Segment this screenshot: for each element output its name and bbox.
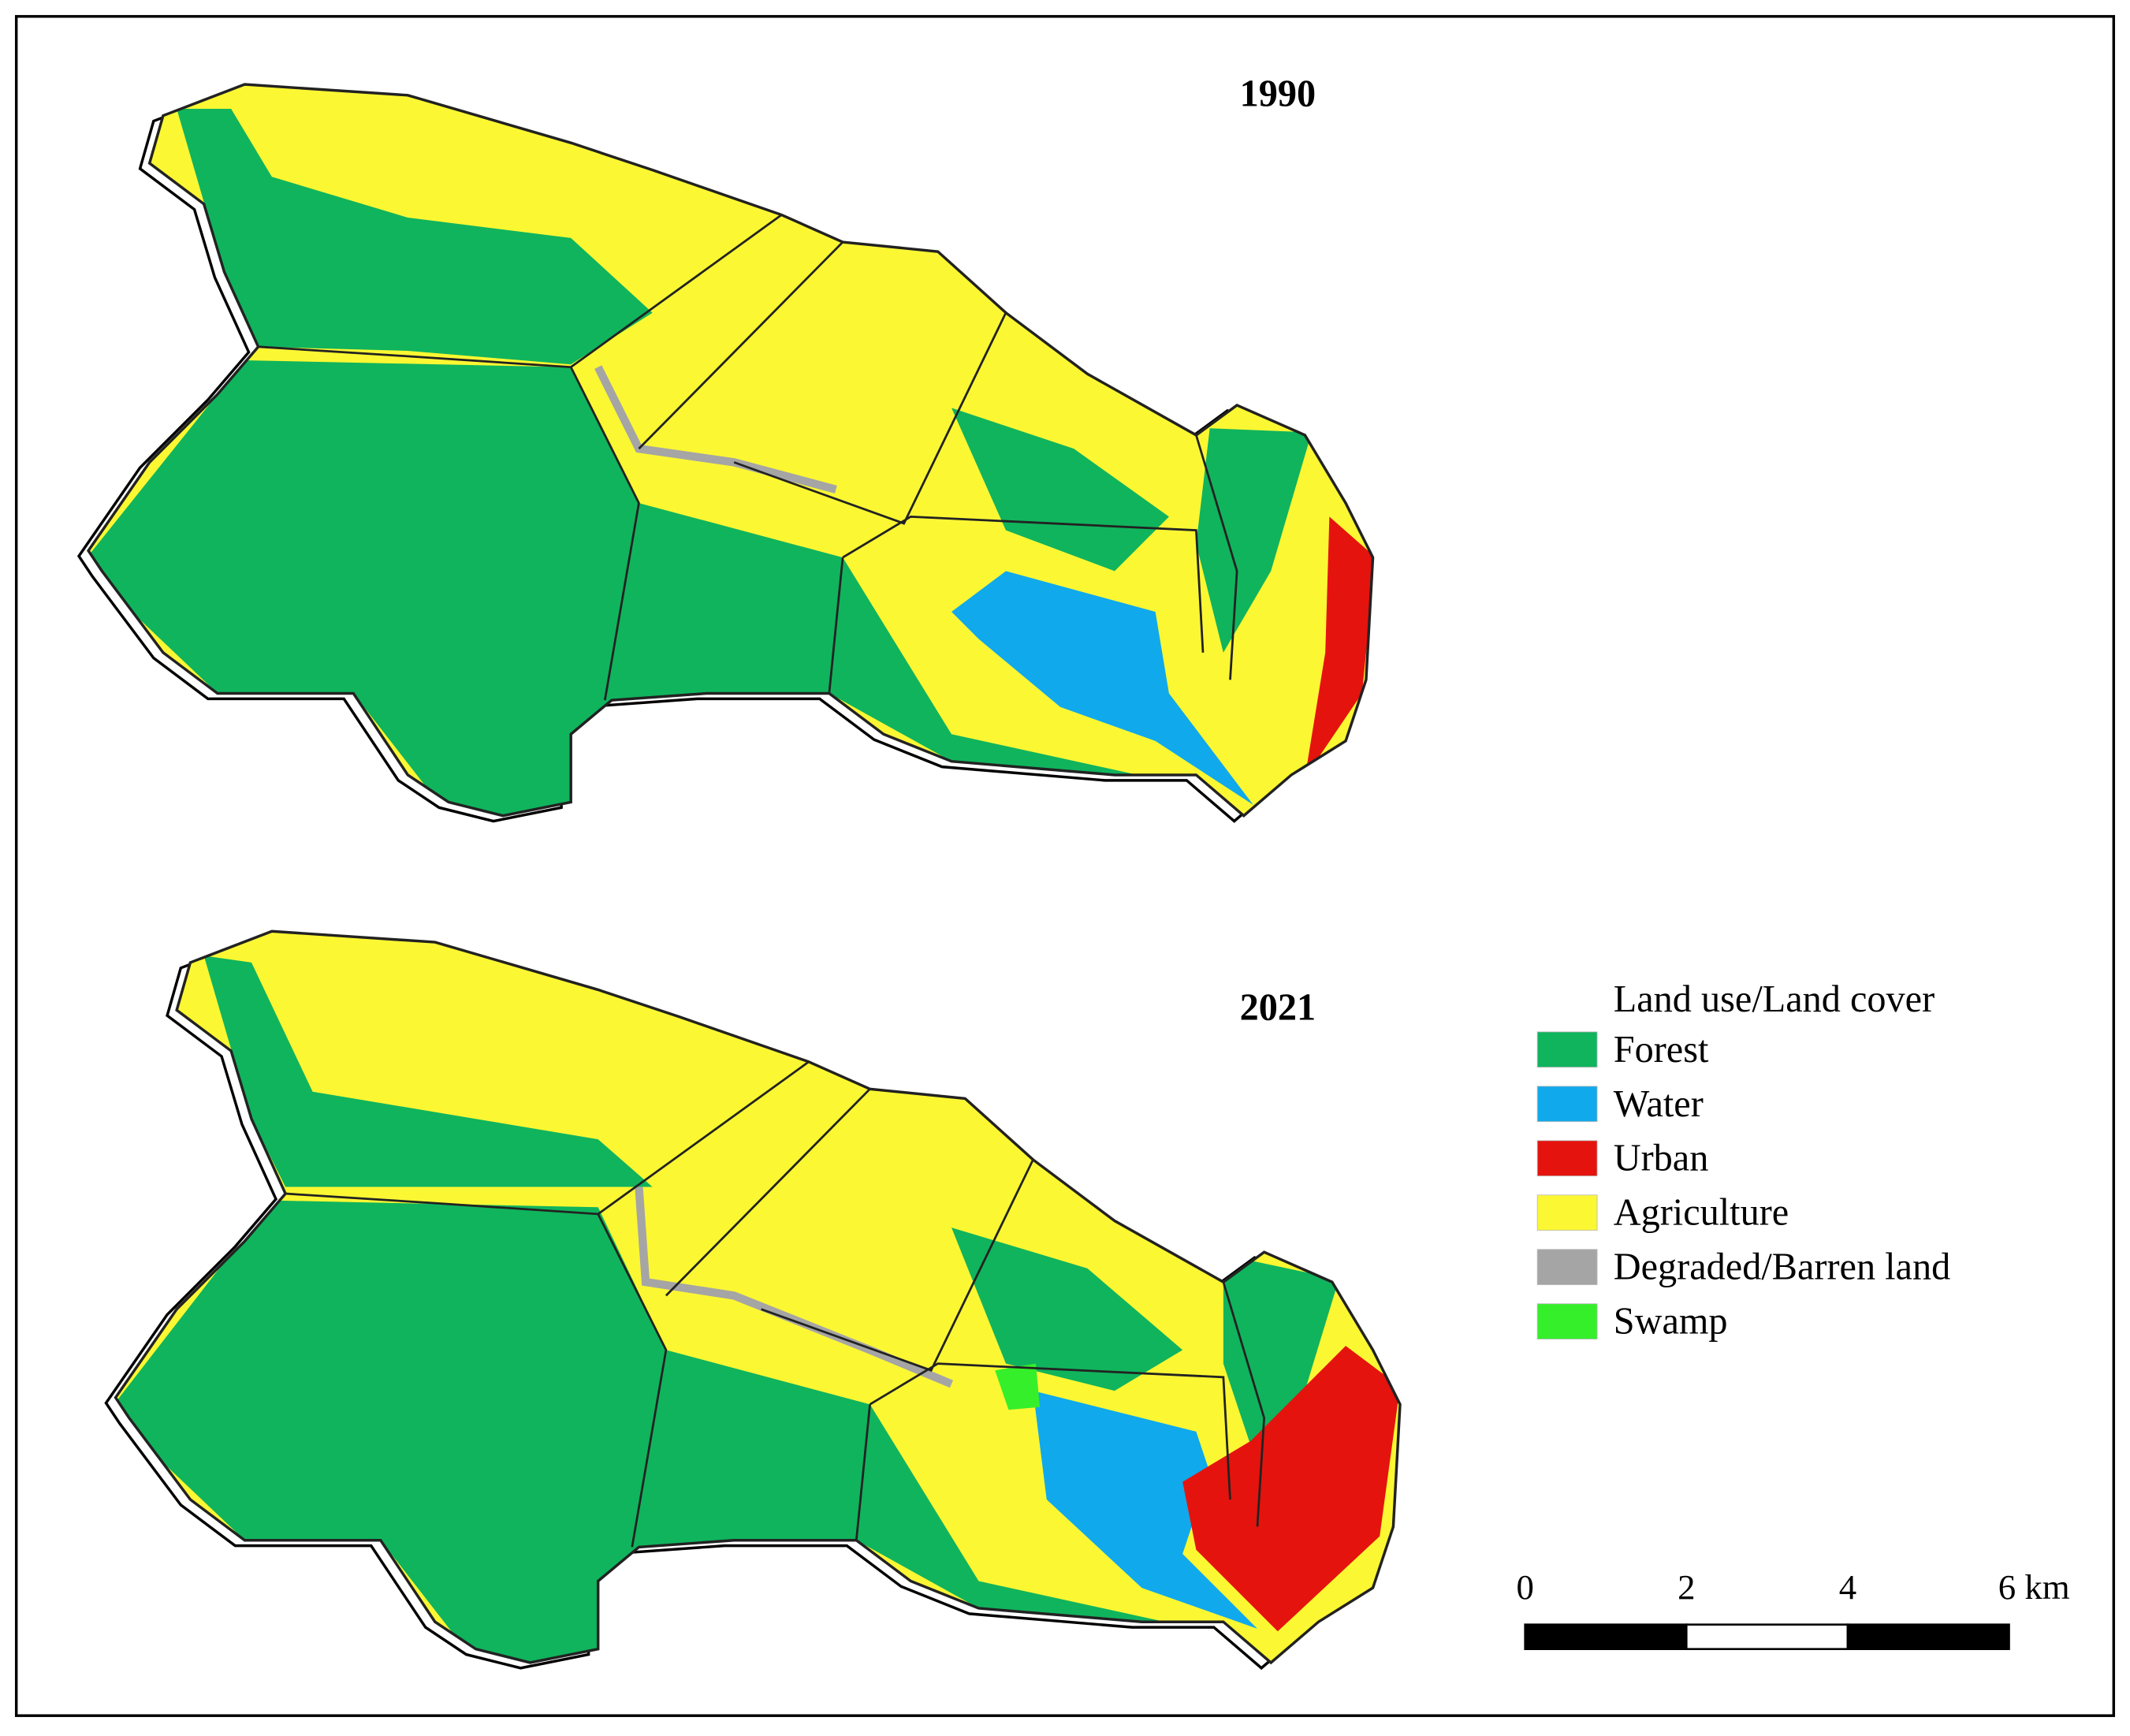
legend-swatch (1536, 1249, 1598, 1286)
urban-area (1182, 1346, 1401, 1632)
boundary (258, 214, 1238, 701)
urban-area (1305, 516, 1373, 778)
map-title: 1990 (1240, 73, 1316, 115)
scale-segment (1524, 1623, 1688, 1650)
scale-label: 6 km (1998, 1567, 2070, 1607)
legend-label: Degraded/Barren land (1614, 1246, 1951, 1288)
map-1990: 1990 (77, 73, 1375, 823)
scale-label: 0 (1516, 1567, 1533, 1607)
legend-label: Water (1614, 1083, 1704, 1125)
legend-swatch (1536, 1140, 1598, 1177)
map-area (115, 931, 1401, 1663)
legend-swatch (1536, 1086, 1598, 1123)
forest-area (203, 956, 653, 1187)
legend-swatch (1536, 1031, 1598, 1068)
swamp-area (995, 1363, 1041, 1410)
forest-area (115, 1200, 1251, 1663)
forest-area (177, 109, 653, 365)
map-title: 2021 (1240, 986, 1316, 1028)
forest-area (1223, 1254, 1339, 1446)
forest-area (1196, 428, 1312, 653)
scale-label: 2 (1678, 1567, 1695, 1607)
barren-strip (594, 365, 837, 494)
scale-bar: 0 2 4 6 km (1516, 1567, 2070, 1650)
map-2021: 2021 (104, 929, 1402, 1670)
scale-label: 4 (1839, 1567, 1856, 1607)
scale-segment (1846, 1623, 2010, 1650)
boundary (285, 1060, 1266, 1548)
water-area (1033, 1391, 1257, 1629)
forest-area (951, 1227, 1183, 1391)
forest-area (88, 360, 1223, 816)
barren-strip (635, 1187, 954, 1388)
legend-label: Forest (1614, 1029, 1709, 1071)
legend-title: Land use/Land cover (1614, 978, 1935, 1020)
scale-segment (1685, 1623, 1849, 1650)
legend-swatch (1536, 1303, 1598, 1339)
forest-area (951, 408, 1169, 572)
legend-swatch (1536, 1194, 1598, 1231)
legend: Land use/Land cover Forest Water Urban Agri… (1536, 978, 1951, 1343)
legend-label: Agriculture (1614, 1192, 1789, 1234)
legend-label: Urban (1614, 1138, 1709, 1179)
legend-label: Swamp (1614, 1301, 1728, 1343)
map-area (88, 84, 1373, 816)
water-area (951, 571, 1253, 805)
